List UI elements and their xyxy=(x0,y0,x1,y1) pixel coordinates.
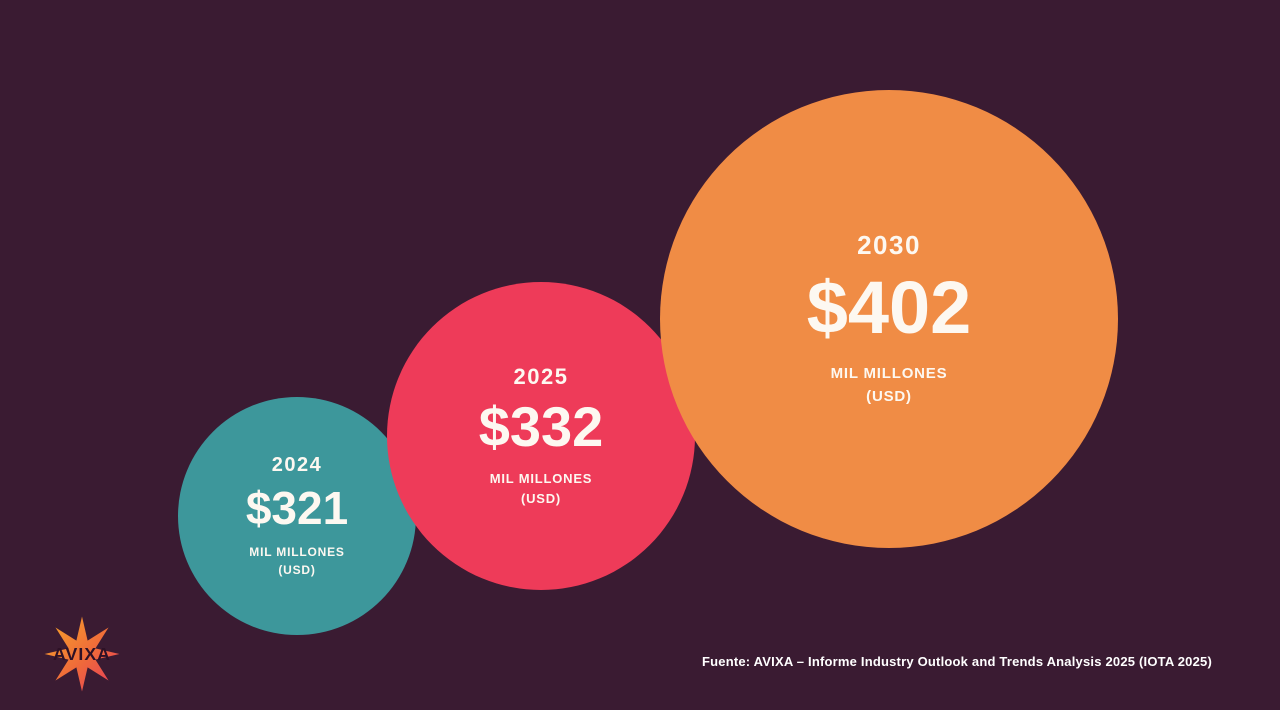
source-attribution: Fuente: AVIXA – Informe Industry Outlook… xyxy=(702,654,1212,669)
bubble-2025-amount: $332 xyxy=(478,395,604,458)
bubble-2030-year: 2030 xyxy=(857,230,921,260)
bubble-2024-year: 2024 xyxy=(271,453,323,476)
bubble-2030-currency: (USD) xyxy=(866,387,912,405)
bubble-2025-year: 2025 xyxy=(513,364,569,389)
bottom-bar xyxy=(0,710,1280,720)
bubble-2024-amount: $321 xyxy=(245,481,349,534)
bubble-2030-unit: MIL MILLONES xyxy=(830,365,948,382)
avixa-logo-text: AVIXA xyxy=(53,644,111,664)
bubble-2024-currency: (USD) xyxy=(278,562,316,577)
bubble-2030-amount: $402 xyxy=(806,266,972,349)
bubble-2024-unit: MIL MILLONES xyxy=(249,544,345,559)
bubble-2024: 2024 $321 MIL MILLONES (USD) xyxy=(178,397,416,635)
bubble-2030: 2030 $402 MIL MILLONES (USD) xyxy=(660,90,1118,548)
avixa-logo: AVIXA xyxy=(30,612,134,696)
bubble-2025-currency: (USD) xyxy=(520,490,562,506)
bubble-2025: 2025 $332 MIL MILLONES (USD) xyxy=(387,282,695,590)
avixa-star-icon: AVIXA xyxy=(44,616,120,692)
bubble-2025-unit: MIL MILLONES xyxy=(489,471,593,486)
